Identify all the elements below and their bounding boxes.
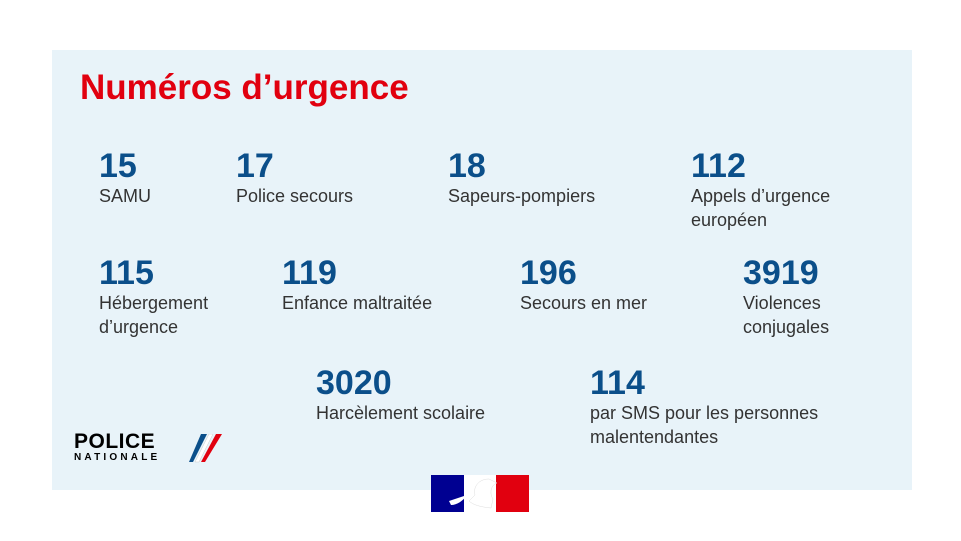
number: 112 xyxy=(691,147,746,185)
number: 17 xyxy=(236,147,274,185)
emergency-number: 15 SAMU xyxy=(99,148,151,208)
number: 114 xyxy=(590,364,645,402)
emergency-number: 3020 Harcèlement scolaire xyxy=(316,365,485,425)
label: européen xyxy=(691,210,768,230)
label: Harcèlement scolaire xyxy=(316,403,486,423)
logo-line: POLICE xyxy=(74,430,156,453)
emergency-number: 119 Enfance maltraitée xyxy=(282,255,432,315)
emergency-number: 114 par SMS pour les personnes malentendan… xyxy=(590,365,818,449)
emergency-number: 3919 Violences conjugales xyxy=(743,255,829,339)
number: 115 xyxy=(99,254,154,292)
label: Enfance maltraitée xyxy=(282,293,433,313)
emergency-number: 115 Hébergement d’urgence xyxy=(99,255,208,339)
emergency-number: 112 Appels d’urgence européen xyxy=(691,148,830,232)
number: 119 xyxy=(282,254,337,292)
label: d’urgence xyxy=(99,317,179,337)
label: Hébergement xyxy=(99,293,209,313)
label: conjugales xyxy=(743,317,830,337)
label: par SMS pour les personnes xyxy=(590,403,819,423)
label: Violences xyxy=(743,293,821,313)
label: Appels d’urgence xyxy=(691,186,831,206)
logo-stripes xyxy=(189,434,222,463)
label: Secours en mer xyxy=(520,293,648,313)
number: 18 xyxy=(448,147,486,185)
title: Numéros d’urgence xyxy=(80,68,409,107)
panel xyxy=(52,50,912,490)
logo-line: NATIONALE xyxy=(74,452,161,463)
label: SAMU xyxy=(99,186,152,206)
emergency-number: 196 Secours en mer xyxy=(520,255,647,315)
emergency-number: 17 Police secours xyxy=(236,148,353,208)
republic-logo xyxy=(431,475,529,512)
number: 15 xyxy=(99,147,137,185)
label: malentendantes xyxy=(590,427,719,447)
number: 3020 xyxy=(316,364,392,402)
label: Sapeurs-pompiers xyxy=(448,186,596,206)
police-logo: POLICE NATIONALE xyxy=(74,430,222,463)
number: 196 xyxy=(520,254,577,292)
label: Police secours xyxy=(236,186,354,206)
number: 3919 xyxy=(743,254,819,292)
emergency-number: 18 Sapeurs-pompiers xyxy=(448,148,595,208)
